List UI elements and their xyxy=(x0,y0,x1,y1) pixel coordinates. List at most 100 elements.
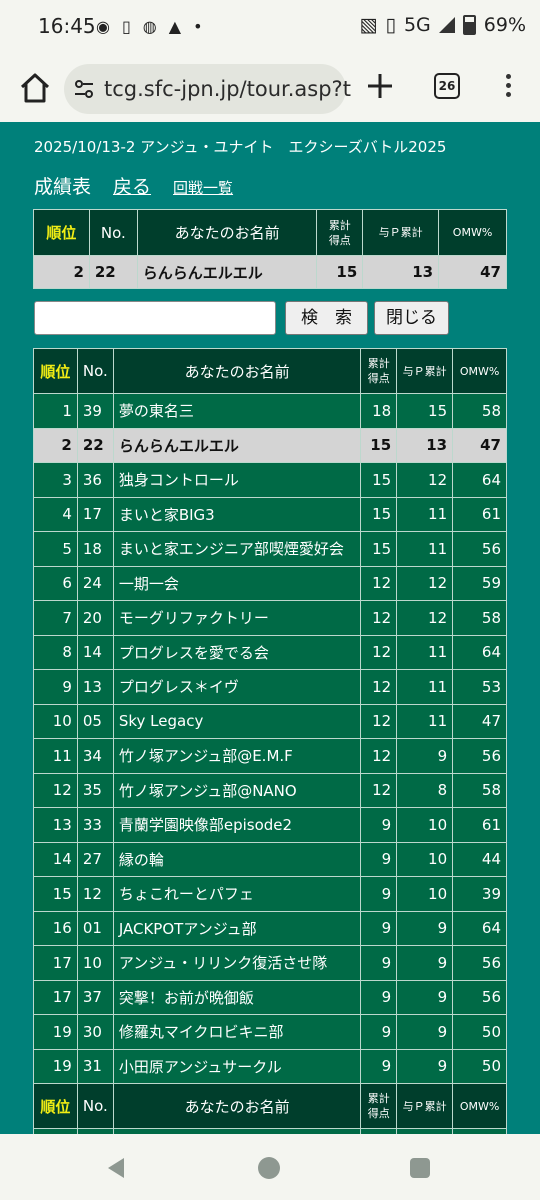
cell-name: JACKPOTアンジュ部 xyxy=(112,910,362,946)
header-no: No. xyxy=(76,348,114,394)
cell-rank: 8 xyxy=(33,634,78,670)
footer-no: No. xyxy=(76,1083,114,1129)
cell-points: 15 xyxy=(360,462,398,498)
line-icon: ◍ xyxy=(142,17,157,36)
my-result-table: 順位 No. あなたのお名前 累計 得点 与Ｐ累計 OMW% 2 22 らんらんエ… xyxy=(33,209,507,289)
cell-omw: 61 xyxy=(452,496,507,532)
cell-rank: 2 xyxy=(33,255,90,289)
cell-yp: 15 xyxy=(396,393,454,429)
cell-name: 縁の輪 xyxy=(112,841,362,877)
cell-rank: 14 xyxy=(33,841,78,877)
cell-rank: 2 xyxy=(33,427,78,463)
footer-rank: 順位 xyxy=(33,1083,78,1129)
dot-icon: • xyxy=(193,17,203,36)
cell-no: 14 xyxy=(76,634,114,670)
home-circle-icon[interactable] xyxy=(258,1157,280,1179)
cell-yp: 12 xyxy=(396,462,454,498)
header-points: 累計 得点 xyxy=(360,348,398,394)
cell-points: 9 xyxy=(360,979,398,1015)
cell-name: 突撃！お前が晩御飯 xyxy=(112,979,362,1015)
search-input[interactable] xyxy=(34,301,276,335)
table-row: 2 22 らんらんエルエル 15 13 47 xyxy=(33,427,507,463)
back-link[interactable]: 戻る xyxy=(113,176,152,198)
cell-name: まいと家BIG3 xyxy=(112,496,362,532)
cell-no: 18 xyxy=(76,531,114,567)
event-title: 2025/10/13-2 アンジュ・ユナイト エクシーズバトル2025 xyxy=(34,138,447,156)
cell-yp: 12 xyxy=(396,600,454,636)
page-title: 成績表 xyxy=(34,176,92,198)
cell-rank: 19 xyxy=(33,1048,78,1084)
cell-name: ちょこれーとパフェ xyxy=(112,876,362,912)
table-row: 9 13 プログレス＊イヴ 12 11 53 xyxy=(33,669,507,705)
cell-omw: 47 xyxy=(452,703,507,739)
more-menu-icon[interactable] xyxy=(502,74,514,104)
table-row: 6 24 一期一会 12 12 59 xyxy=(33,565,507,601)
table-row: 13 33 青蘭学園映像部episode2 9 10 61 xyxy=(33,807,507,843)
new-tab-icon[interactable] xyxy=(366,72,394,100)
table-row: 11 34 竹ノ塚アンジュ部@E.M.F 12 9 56 xyxy=(33,738,507,774)
cell-yp: 11 xyxy=(396,496,454,532)
header-yp: 与Ｐ累計 xyxy=(396,348,454,394)
tab-switcher-button[interactable]: 26 xyxy=(434,73,460,99)
site-settings-icon[interactable] xyxy=(74,79,94,99)
address-bar[interactable]: tcg.sfc-jpn.jp/tour.asp?t xyxy=(64,64,351,114)
cell-yp: 9 xyxy=(396,910,454,946)
cell-yp: 9 xyxy=(396,738,454,774)
header-omw: OMW% xyxy=(452,348,507,394)
status-bar: 16:45 ◉ ▯ ◍ ▲ • ▧ ▯ 5G 69% xyxy=(0,0,540,58)
header-no: No. xyxy=(88,209,138,256)
cell-yp: 9 xyxy=(396,945,454,981)
cell-rank: 17 xyxy=(33,945,78,981)
cell-name: モーグリファクトリー xyxy=(112,600,362,636)
cell-no: 36 xyxy=(76,462,114,498)
url-text[interactable]: tcg.sfc-jpn.jp/tour.asp?t xyxy=(104,77,351,101)
table-row: 5 18 まいと家エンジニア部喫煙愛好会 15 11 56 xyxy=(33,531,507,567)
header-name: あなたのお名前 xyxy=(112,348,362,394)
cell-yp: 13 xyxy=(362,255,440,289)
cell-yp: 11 xyxy=(396,703,454,739)
cell-no: 05 xyxy=(76,703,114,739)
cell-rank: 15 xyxy=(33,876,78,912)
cell-rank: 3 xyxy=(33,462,78,498)
cell-name: まいと家エンジニア部喫煙愛好会 xyxy=(112,531,362,567)
cell-points: 15 xyxy=(316,255,364,289)
cell-points: 12 xyxy=(360,772,398,808)
cell-omw: 53 xyxy=(452,669,507,705)
cell-points: 9 xyxy=(360,841,398,877)
cell-omw: 56 xyxy=(452,738,507,774)
cell-rank: 10 xyxy=(33,703,78,739)
search-button[interactable]: 検 索 xyxy=(285,301,368,335)
recents-icon[interactable] xyxy=(410,1158,430,1178)
cell-rank: 19 xyxy=(33,1014,78,1050)
back-icon[interactable] xyxy=(108,1158,124,1178)
cell-no: 10 xyxy=(76,945,114,981)
rounds-link[interactable]: 回戦一覧 xyxy=(173,179,234,197)
cell-name: アンジュ・リリンク復活させ隊 xyxy=(112,945,362,981)
cell-name: 青蘭学園映像部episode2 xyxy=(112,807,362,843)
table-row: 3 36 独身コントロール 15 12 64 xyxy=(33,462,507,498)
close-button[interactable]: 閉じる xyxy=(374,301,449,335)
sim-icon: ▯ xyxy=(121,17,131,36)
cell-omw: 58 xyxy=(452,772,507,808)
table-row: 4 17 まいと家BIG3 15 11 61 xyxy=(33,496,507,532)
table-row: 14 27 縁の輪 9 10 44 xyxy=(33,841,507,877)
browser-toolbar: tcg.sfc-jpn.jp/tour.asp?t 26 xyxy=(0,58,540,122)
cell-name: プログレス＊イヴ xyxy=(112,669,362,705)
cell-yp: 10 xyxy=(396,876,454,912)
discord-icon: ◉ xyxy=(96,17,110,36)
home-icon[interactable] xyxy=(18,71,52,105)
table-row: 10 05 Sky Legacy 12 11 47 xyxy=(33,703,507,739)
cell-yp: 9 xyxy=(396,1048,454,1084)
cell-no: 34 xyxy=(76,738,114,774)
nfc-icon: ▧ xyxy=(359,14,378,36)
page-nav: 成績表 戻る 回戦一覧 xyxy=(34,172,233,199)
cell-yp: 11 xyxy=(396,531,454,567)
cell-yp: 9 xyxy=(396,979,454,1015)
cell-points: 9 xyxy=(360,910,398,946)
cell-no: 33 xyxy=(76,807,114,843)
cell-points: 9 xyxy=(360,1014,398,1050)
cell-points: 12 xyxy=(360,565,398,601)
cell-rank: 11 xyxy=(33,738,78,774)
cell-points: 9 xyxy=(360,1048,398,1084)
cell-rank: 16 xyxy=(33,910,78,946)
